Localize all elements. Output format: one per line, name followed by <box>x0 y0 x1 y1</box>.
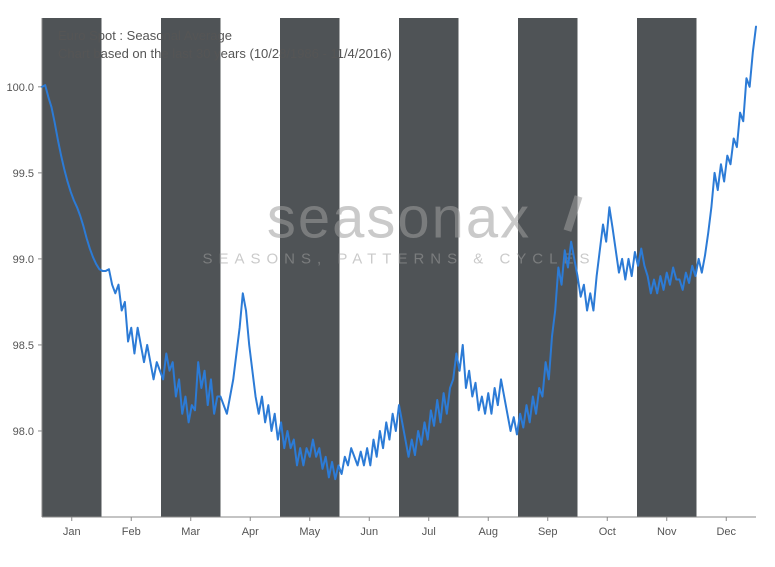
x-tick-label: Aug <box>478 526 498 538</box>
chart-title-line2: Chart based on the last 30 years (10/28/… <box>58 46 392 61</box>
x-tick-label: May <box>299 526 320 538</box>
watermark-main: seasonax <box>267 186 531 251</box>
y-tick-label: 98.5 <box>13 340 34 352</box>
x-tick-label: Jan <box>63 526 81 538</box>
month-band <box>42 18 102 517</box>
x-tick-label: Sep <box>538 526 558 538</box>
x-tick-label: Jun <box>360 526 378 538</box>
x-tick-label: Dec <box>716 526 736 538</box>
seasonal-chart: seasonaxSEASONS, PATTERNS & CYCLES 98.0 98… <box>0 0 775 567</box>
watermark-sub: SEASONS, PATTERNS & CYCLES <box>202 251 595 268</box>
y-tick-label: 99.0 <box>13 254 34 266</box>
x-tick-label: Nov <box>657 526 677 538</box>
chart-title-line1: Euro Spot : Seasonal Average <box>58 28 232 43</box>
x-tick-label: Jul <box>422 526 436 538</box>
x-tick-label: Apr <box>242 526 259 538</box>
y-tick-label: 99.5 <box>13 168 34 180</box>
x-tick-label: Mar <box>181 526 200 538</box>
y-tick-label: 100.0 <box>6 82 34 94</box>
chart-svg: seasonaxSEASONS, PATTERNS & CYCLES 98.0 98… <box>0 0 775 567</box>
x-tick-label: Feb <box>122 526 141 538</box>
x-tick-label: Oct <box>599 526 616 538</box>
y-tick-label: 98.0 <box>13 426 34 438</box>
